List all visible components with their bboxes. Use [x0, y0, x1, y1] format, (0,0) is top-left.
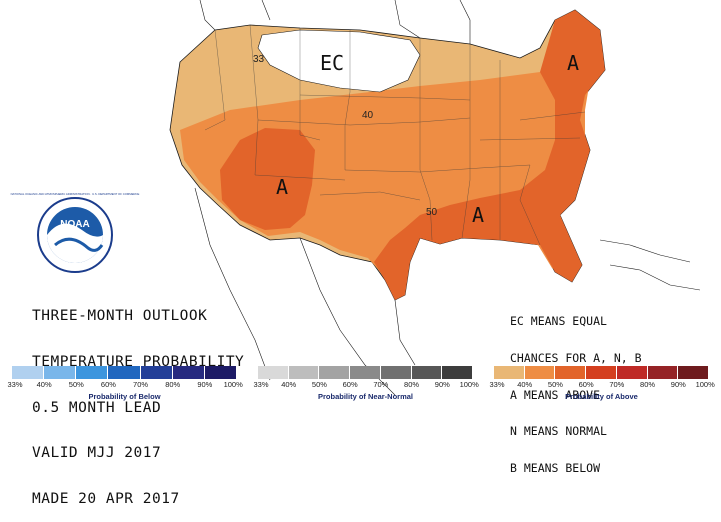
scale-above-tick-label: 90%: [670, 380, 686, 389]
scale-above-ticks: 33% 40% 50% 60% 70% 80% 90% 100%: [489, 379, 714, 389]
scale-below-caption: Probability of Below: [88, 392, 161, 401]
contour-label-50: 50: [426, 207, 438, 218]
scale-above-swatch: [678, 366, 709, 379]
scale-below-tick-label: 90%: [197, 380, 213, 389]
scale-near-normal: 33% 40% 50% 60% 70% 80% 90% 100% Probability of…: [253, 366, 479, 403]
scale-above-tick-label: 40%: [517, 380, 533, 389]
scale-near-normal-swatch: [258, 366, 289, 379]
above-50-zone-southwest: [220, 128, 315, 230]
scale-above-swatch: [647, 366, 679, 379]
scale-below-swatch: [76, 366, 109, 379]
scale-below-swatch: [172, 366, 205, 379]
note-line-4: N MEANS NORMAL: [510, 424, 607, 439]
noaa-logo-text: NOAA: [60, 219, 89, 230]
scale-above-swatch: [616, 366, 648, 379]
scale-above-tick-label: 60%: [578, 380, 594, 389]
scale-above-swatch: [524, 366, 556, 379]
noaa-ring-text: NATIONAL OCEANIC AND ATMOSPHERIC ADMINIS…: [11, 192, 140, 196]
scale-near-normal-swatch: [411, 366, 443, 379]
scale-below: 33% 40% 50% 60% 70% 80% 90% 100% Probability of…: [7, 366, 243, 403]
noaa-logo: NOAA: [37, 197, 113, 273]
contour-label-40: 40: [362, 110, 374, 121]
above-label-southeast: A: [472, 203, 484, 227]
contour-label-33: 33: [253, 54, 265, 65]
state-boundaries: [204, 24, 586, 246]
title-line-1: THREE-MONTH OUTLOOK: [32, 308, 208, 325]
scale-below-swatch: [204, 366, 237, 379]
scale-below-tick-label: 50%: [68, 380, 84, 389]
scale-below-ticks: 33% 40% 50% 60% 70% 80% 90% 100%: [7, 379, 242, 389]
scale-near-normal-swatch: [380, 366, 412, 379]
scale-above-swatch: [494, 366, 525, 379]
scale-above-tick-label: 100%: [695, 380, 715, 389]
scale-below-tick-label: 100%: [223, 380, 243, 389]
scale-near-normal-tick-label: 90%: [434, 380, 450, 389]
scale-near-normal-tick-label: 50%: [311, 380, 327, 389]
scale-near-normal-swatch: [442, 366, 473, 379]
title-line-4: VALID MJJ 2017: [32, 445, 162, 462]
outlook-map: 33 40 50 EC A A A NOAA NATIONAL OCEANIC …: [11, 0, 701, 396]
scale-near-normal-bar: [258, 366, 473, 379]
scale-above-tick-label: 50%: [547, 380, 563, 389]
scale-near-normal-tick-label: 60%: [342, 380, 358, 389]
scale-below-tick-label: 33%: [7, 380, 23, 389]
note-line-2: CHANCES FOR A, N, B: [510, 351, 642, 366]
scale-near-normal-tick-label: 40%: [281, 380, 297, 389]
scale-above-swatch: [555, 366, 587, 379]
scale-below-tick-label: 40%: [36, 380, 52, 389]
scale-near-normal-tick-label: 100%: [459, 380, 479, 389]
above-label-northeast: A: [567, 51, 579, 75]
scale-below-swatch: [108, 366, 141, 379]
above-label-southwest: A: [276, 175, 288, 199]
scale-near-normal-swatch: [350, 366, 381, 379]
scale-near-normal-tick-label: 80%: [404, 380, 420, 389]
scale-near-normal-swatch: [319, 366, 351, 379]
scale-above-tick-label: 70%: [609, 380, 625, 389]
scale-above-swatch: [586, 366, 617, 379]
scale-below-tick-label: 60%: [100, 380, 116, 389]
scale-above: 33% 40% 50% 60% 70% 80% 90% 100% Probability of…: [489, 366, 715, 403]
scale-below-swatch: [140, 366, 173, 379]
scale-below-tick-label: 80%: [165, 380, 181, 389]
scale-below-swatch: [44, 366, 77, 379]
title-line-5: MADE 20 APR 2017: [32, 490, 180, 507]
note-line-3: A MEANS ABOVE: [510, 387, 601, 402]
scale-near-normal-swatch: [288, 366, 320, 379]
note-line-1: EC MEANS EQUAL: [510, 314, 607, 329]
scale-below-bar: [12, 366, 237, 379]
scale-near-normal-caption: Probability of Near-Normal: [317, 392, 414, 401]
scale-below-tick-label: 70%: [133, 380, 149, 389]
scale-above-tick-label: 80%: [640, 380, 656, 389]
scale-below-swatch: [12, 366, 45, 379]
scale-near-normal-tick-label: 33%: [253, 380, 269, 389]
above-50-zone-east: [374, 10, 605, 300]
scale-above-bar: [494, 366, 709, 379]
scale-near-normal-tick-label: 70%: [373, 380, 389, 389]
title-line-2: TEMPERATURE PROBABILITY: [32, 354, 245, 371]
scale-above-caption: Probability of Above: [565, 392, 638, 401]
scale-near-normal-ticks: 33% 40% 50% 60% 70% 80% 90% 100%: [253, 379, 478, 389]
scale-above-tick-label: 33%: [489, 380, 505, 389]
note-line-5: B MEANS BELOW: [510, 460, 601, 475]
ec-label: EC: [320, 51, 344, 75]
